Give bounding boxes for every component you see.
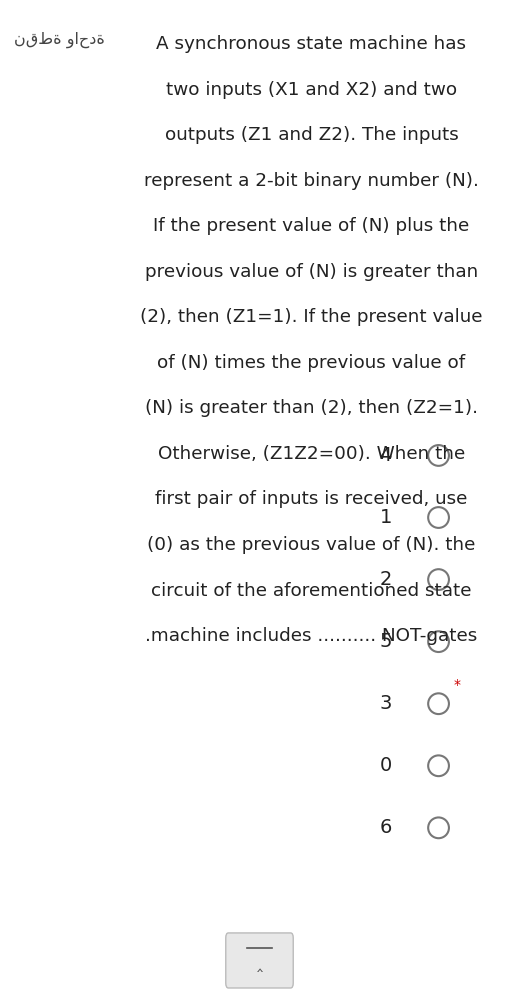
- FancyBboxPatch shape: [226, 933, 293, 988]
- Text: of (N) times the previous value of: of (N) times the previous value of: [157, 354, 466, 371]
- Text: (2), then (Z1=1). If the present value: (2), then (Z1=1). If the present value: [140, 308, 483, 326]
- Text: If the present value of (N) plus the: If the present value of (N) plus the: [153, 217, 470, 235]
- Text: 0: 0: [379, 757, 392, 775]
- Text: 6: 6: [379, 819, 392, 837]
- Text: 2: 2: [379, 571, 392, 589]
- Text: 1: 1: [379, 509, 392, 527]
- Text: A synchronous state machine has: A synchronous state machine has: [156, 35, 467, 53]
- Text: first pair of inputs is received, use: first pair of inputs is received, use: [155, 490, 468, 509]
- Text: 3: 3: [379, 695, 392, 713]
- Text: previous value of (N) is greater than: previous value of (N) is greater than: [145, 262, 478, 280]
- Text: *: *: [453, 678, 460, 692]
- Text: .machine includes .......... NOT-gates: .machine includes .......... NOT-gates: [145, 627, 477, 645]
- Text: ‸: ‸: [256, 954, 263, 972]
- Text: (0) as the previous value of (N). the: (0) as the previous value of (N). the: [147, 537, 475, 554]
- Text: 4: 4: [379, 446, 392, 464]
- Text: represent a 2-bit binary number (N).: represent a 2-bit binary number (N).: [144, 172, 479, 189]
- Text: outputs (Z1 and Z2). The inputs: outputs (Z1 and Z2). The inputs: [165, 126, 458, 144]
- Text: circuit of the aforementioned state: circuit of the aforementioned state: [151, 582, 472, 600]
- Text: two inputs (X1 and X2) and two: two inputs (X1 and X2) and two: [166, 81, 457, 98]
- Text: نقطة واحدة: نقطة واحدة: [14, 32, 105, 48]
- Text: 5: 5: [379, 633, 392, 651]
- Text: Otherwise, (Z1Z2=00). When the: Otherwise, (Z1Z2=00). When the: [158, 445, 465, 462]
- Text: (N) is greater than (2), then (Z2=1).: (N) is greater than (2), then (Z2=1).: [145, 399, 478, 417]
